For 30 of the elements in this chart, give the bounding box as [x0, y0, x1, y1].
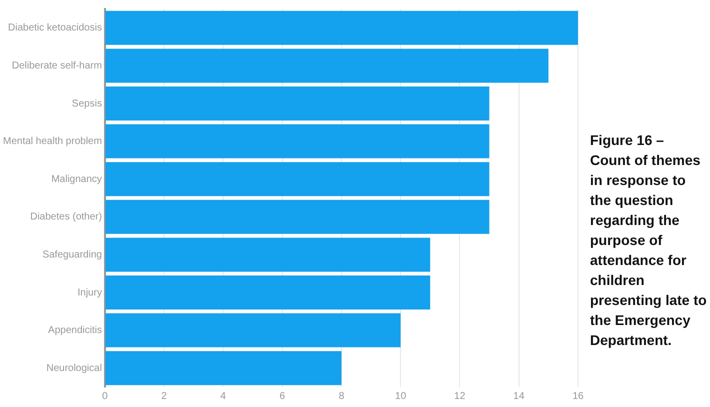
x-tick-label: 6 [280, 390, 286, 402]
text: Figure 16 – Count of themes in response to the question regarding the purpose of attendance for children presenting late to the Emergency Department. [590, 132, 707, 348]
x-tick-label: 4 [220, 390, 226, 402]
bar [105, 313, 401, 348]
y-tick-label: Appendicitis [48, 325, 102, 336]
y-tick-label: Sepsis [72, 98, 102, 110]
y-tick-label: Neurological [46, 362, 102, 374]
bar [105, 275, 430, 310]
bar [105, 200, 490, 234]
x-tick-label: 10 [395, 390, 407, 402]
bar [105, 48, 548, 83]
y-tick-label: Injury [77, 287, 102, 298]
y-tick-label: Mental health problem [2, 136, 102, 148]
bar [105, 86, 490, 121]
bar [105, 238, 430, 272]
x-tick-label: 0 [102, 390, 108, 402]
y-tick-label: Diabetes (other) [30, 212, 102, 223]
bar [105, 124, 490, 158]
x-tick-label: 16 [572, 390, 584, 402]
bar [105, 162, 490, 196]
x-tick-label: 12 [454, 390, 466, 402]
y-tick-label: Malignancy [51, 174, 102, 185]
y-tick-label: Deliberate self-harm [12, 60, 102, 72]
y-tick-label: Safeguarding [42, 249, 102, 260]
x-tick-label: 14 [513, 390, 525, 402]
bar [105, 351, 342, 386]
x-tick-label: 8 [338, 390, 345, 402]
x-tick-label: 2 [161, 390, 168, 402]
y-tick-label: Diabetic ketoacidosis [8, 22, 102, 34]
bar [105, 10, 578, 45]
